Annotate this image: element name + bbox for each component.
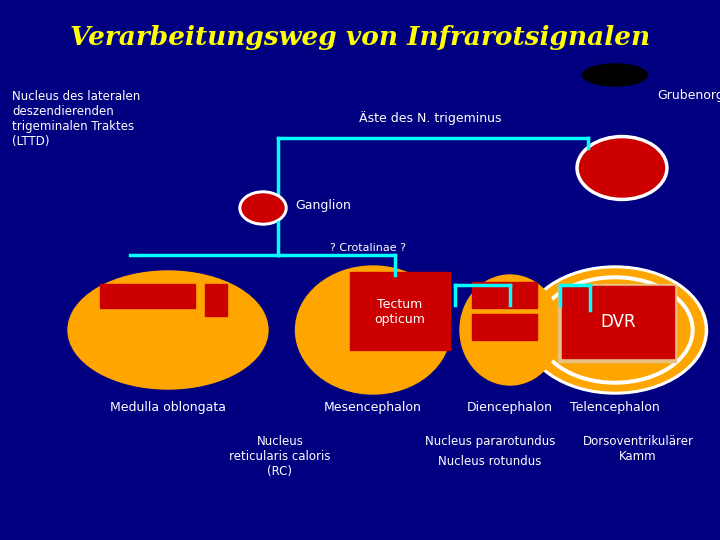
Text: DVR: DVR bbox=[600, 313, 636, 331]
Text: Dorsoventrikulärer
Kamm: Dorsoventrikulärer Kamm bbox=[582, 435, 693, 463]
Bar bbox=[100, 284, 195, 308]
Text: Verarbeitungsweg von Infrarotsignalen: Verarbeitungsweg von Infrarotsignalen bbox=[70, 25, 650, 51]
Ellipse shape bbox=[68, 271, 268, 389]
Ellipse shape bbox=[536, 276, 694, 384]
Text: Tectum
opticum: Tectum opticum bbox=[374, 298, 426, 326]
Text: Nucleus des lateralen
deszendierenden
trigeminalen Traktes
(LTTD): Nucleus des lateralen deszendierenden tr… bbox=[12, 90, 140, 148]
Ellipse shape bbox=[526, 269, 704, 391]
Text: Diencephalon: Diencephalon bbox=[467, 402, 553, 415]
Text: Mesencephalon: Mesencephalon bbox=[324, 402, 422, 415]
Ellipse shape bbox=[295, 266, 451, 394]
Ellipse shape bbox=[576, 136, 668, 200]
Text: Grubenorgan: Grubenorgan bbox=[657, 89, 720, 102]
Text: Medulla oblongata: Medulla oblongata bbox=[110, 402, 226, 415]
Bar bbox=[562, 286, 674, 358]
Text: Telencephalon: Telencephalon bbox=[570, 402, 660, 415]
Text: ? Crotalinae ?: ? Crotalinae ? bbox=[330, 243, 406, 253]
Bar bbox=[205, 284, 227, 316]
Bar bbox=[472, 282, 537, 308]
Ellipse shape bbox=[582, 64, 647, 86]
Text: Nucleus rotundus: Nucleus rotundus bbox=[438, 455, 541, 468]
Ellipse shape bbox=[580, 139, 665, 197]
Ellipse shape bbox=[540, 280, 690, 380]
Ellipse shape bbox=[242, 194, 284, 222]
Ellipse shape bbox=[523, 266, 708, 394]
Text: Nucleus
reticularis caloris
(RC): Nucleus reticularis caloris (RC) bbox=[229, 435, 330, 478]
Bar bbox=[472, 314, 537, 340]
Ellipse shape bbox=[239, 191, 287, 225]
Bar bbox=[350, 272, 450, 350]
Text: Nucleus pararotundus: Nucleus pararotundus bbox=[425, 435, 555, 448]
Ellipse shape bbox=[460, 275, 560, 385]
Text: Äste des N. trigeminus: Äste des N. trigeminus bbox=[359, 111, 501, 125]
Text: Ganglion: Ganglion bbox=[295, 199, 351, 212]
Bar bbox=[558, 284, 676, 362]
